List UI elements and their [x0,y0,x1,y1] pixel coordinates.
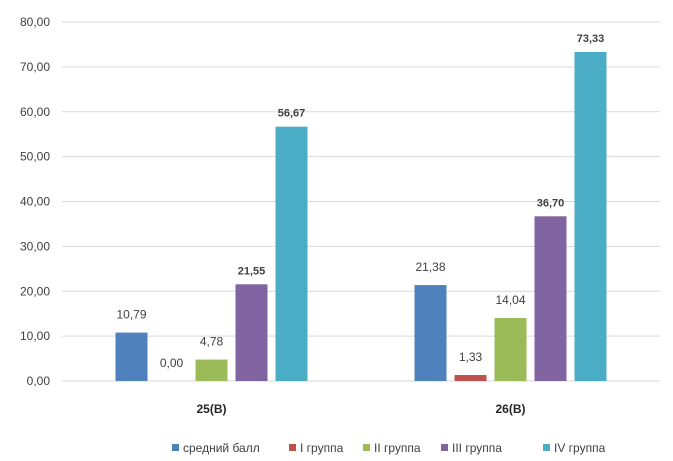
legend-item: II группа [363,441,421,455]
y-tick-label: 0,00 [27,374,51,388]
data-label: 1,33 [459,350,483,364]
legend-label: средний балл [183,441,260,455]
legend: средний балл I группа II группа III группа I… [172,441,606,455]
legend-item: IV группа [543,441,606,455]
category-label: 26(B) [495,402,525,416]
data-labels: 10,79 0,00 4,78 21,55 56,67 21,38 1,33 14,04 36,… [116,33,604,370]
legend-label: II группа [374,441,421,455]
bar [454,375,487,381]
legend-item: средний балл [172,441,260,455]
bar [494,317,527,381]
legend-item: I группа [289,441,344,455]
legend-label: I группа [300,441,344,455]
y-tick-label: 50,00 [20,150,50,164]
data-label: 0,00 [160,356,184,370]
bar [534,216,567,381]
bar [275,126,308,381]
data-label: 10,79 [116,308,146,322]
data-label: 56,67 [278,108,306,120]
y-tick-label: 10,00 [20,329,50,343]
y-tick-label: 80,00 [20,15,50,29]
bar [574,51,607,381]
bar [235,284,268,381]
y-tick-label: 70,00 [20,60,50,74]
data-label: 4,78 [200,335,224,349]
category-label: 25(B) [196,402,226,416]
data-label: 21,38 [415,260,445,274]
bar [195,359,228,381]
bars [115,51,607,381]
category-labels: 25(B) 26(B) [196,402,525,416]
legend-swatch [363,444,370,451]
y-tick-label: 30,00 [20,239,50,253]
y-tick-label: 60,00 [20,105,50,119]
bar [115,332,148,381]
legend-label: IV группа [554,441,606,455]
legend-swatch [441,444,448,451]
gridlines [62,21,660,337]
data-label: 36,70 [537,197,565,209]
y-tick-label: 20,00 [20,284,50,298]
data-label: 21,55 [238,265,266,277]
bar [414,285,447,381]
data-label: 14,04 [495,293,525,307]
legend-item: III группа [441,441,502,455]
data-label: 73,33 [577,33,605,45]
legend-label: III группа [452,441,502,455]
legend-swatch [543,444,550,451]
legend-swatch [289,444,296,451]
y-tick-label: 40,00 [20,195,50,209]
legend-swatch [172,444,179,451]
y-axis-tick-labels: 0,00 10,00 20,00 30,00 40,00 50,00 60,00 70,00 8… [20,15,50,388]
